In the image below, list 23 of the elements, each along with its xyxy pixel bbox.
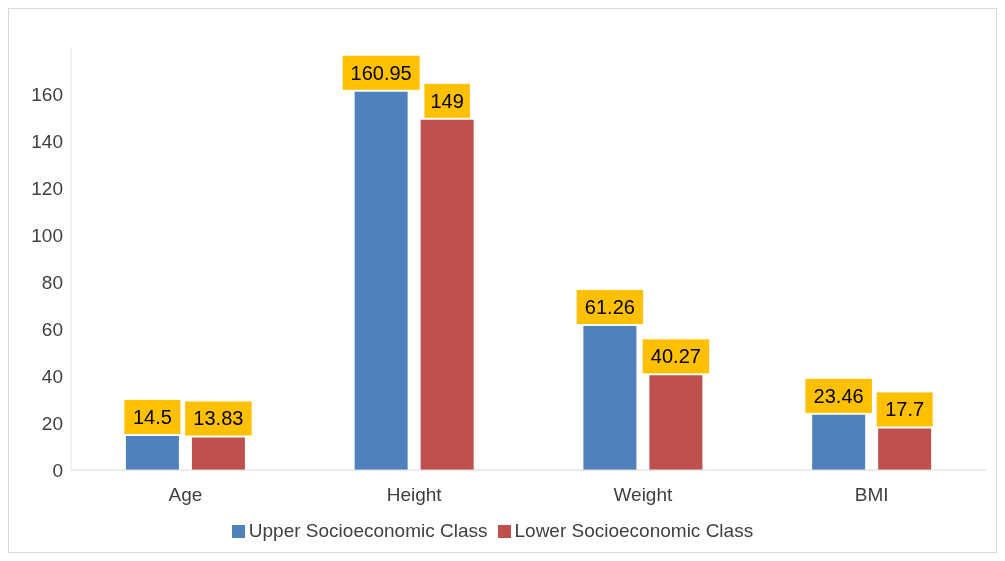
data-label: 40.27 <box>650 345 701 368</box>
data-label: 17.7 <box>885 398 925 421</box>
x-tick-label: BMI <box>854 484 889 506</box>
data-label: 13.83 <box>193 407 244 430</box>
y-tick-label: 160 <box>31 83 63 105</box>
data-label: 149 <box>430 89 464 112</box>
x-tick-label: Age <box>168 484 203 506</box>
y-tick-label: 60 <box>41 318 63 340</box>
x-tick-label: Height <box>386 484 443 506</box>
legend-label: Lower Socioeconomic Class <box>514 520 754 541</box>
data-label: 23.46 <box>813 384 864 407</box>
y-tick-label: 120 <box>31 177 63 199</box>
x-tick-label: Weight <box>613 484 673 506</box>
y-tick-label: 20 <box>41 412 63 434</box>
y-tick-label: 140 <box>31 130 63 152</box>
legend-label: Upper Socioeconomic Class <box>248 520 488 541</box>
y-tick-label: 100 <box>31 224 63 246</box>
y-tick-label: 0 <box>52 459 63 481</box>
y-tick-label: 40 <box>41 365 63 387</box>
data-label: 14.5 <box>132 405 172 428</box>
data-label: 61.26 <box>584 296 635 319</box>
y-tick-label: 80 <box>41 271 63 293</box>
data-label: 160.95 <box>350 61 412 84</box>
